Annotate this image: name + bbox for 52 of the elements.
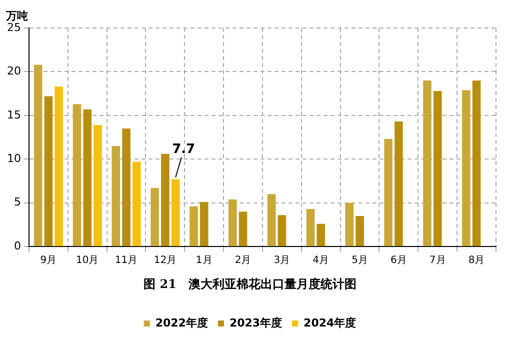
x-tick-label: 6月 [390, 255, 407, 266]
bar [423, 80, 432, 246]
bar [150, 188, 159, 246]
bar [462, 90, 470, 246]
bar [267, 194, 276, 246]
x-tick-label: 5月 [352, 255, 368, 266]
bar [122, 128, 130, 246]
bar [306, 209, 315, 246]
y-tick-label: 15 [6, 108, 21, 122]
bar [278, 215, 286, 246]
y-tick-label: 10 [6, 152, 21, 166]
y-tick-label: 5 [14, 196, 21, 209]
x-tick-label: 7月 [429, 255, 446, 266]
bar [44, 96, 53, 246]
bar [394, 122, 403, 246]
x-tick-label: 4月 [312, 255, 330, 266]
bar [316, 224, 326, 246]
y-tick-label: 0 [14, 239, 21, 252]
bar [72, 104, 82, 246]
legend-label: 2024年度 [304, 316, 356, 330]
bar [54, 86, 63, 246]
x-tick-label: 8月 [468, 255, 485, 266]
legend-label: 2022年度 [155, 316, 208, 330]
y-tick-label: 25 [6, 20, 21, 34]
bar [94, 125, 102, 246]
y-axis-title: 万吨 [5, 9, 28, 22]
bar [132, 162, 141, 246]
bar [345, 202, 354, 246]
bar [238, 212, 248, 246]
bar [190, 206, 198, 246]
bar [228, 199, 237, 246]
data-label: 7.7 [172, 142, 196, 158]
bar [171, 179, 180, 246]
x-tick-label: 10月 [76, 255, 99, 266]
bar [433, 90, 442, 246]
x-tick-label: 12月 [154, 255, 177, 266]
bar [200, 202, 208, 246]
bar [34, 64, 42, 246]
y-tick-label: 20 [6, 64, 21, 78]
x-tick-label: 2月 [234, 255, 252, 266]
bar [472, 80, 481, 246]
bar [384, 139, 392, 246]
x-tick-label: 1月 [196, 255, 212, 266]
x-tick-label: 11月 [114, 255, 138, 266]
text: 图 21 澳大利亚棉花出口量月度统计图 [144, 276, 356, 291]
bar [356, 216, 364, 246]
bar [112, 146, 120, 246]
x-tick-label: 9月 [40, 255, 57, 266]
legend-label: 2023年度 [229, 316, 282, 330]
bar [161, 154, 170, 246]
bar [83, 109, 92, 246]
x-tick-label: 3月 [274, 255, 290, 266]
